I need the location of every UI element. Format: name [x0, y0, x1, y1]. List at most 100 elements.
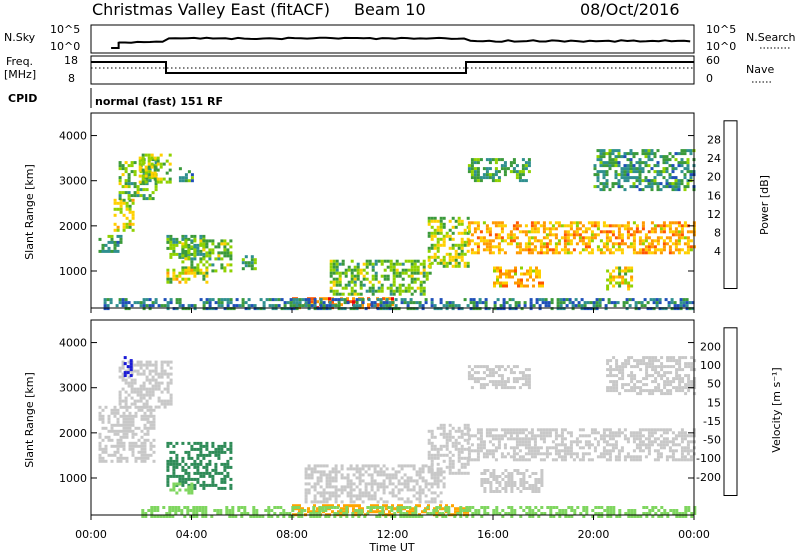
- heatmap-cell: [253, 307, 257, 311]
- heatmap-cell: [279, 512, 283, 515]
- heatmap-cell: [283, 301, 287, 305]
- heatmap-cell: [363, 515, 367, 518]
- heatmap-cell: [497, 383, 501, 387]
- heatmap-cell: [495, 512, 499, 515]
- heatmap-cell: [476, 242, 480, 246]
- heatmap-cell: [638, 158, 642, 162]
- heatmap-cell: [196, 263, 200, 267]
- heatmap-cell: [542, 440, 546, 444]
- heatmap-cell: [683, 176, 687, 180]
- heatmap-cell: [629, 158, 633, 162]
- heatmap-cell: [654, 371, 658, 375]
- heatmap-cell: [393, 515, 397, 518]
- heatmap-cell: [608, 167, 612, 171]
- heatmap-cell: [510, 515, 514, 518]
- heatmap-cell: [560, 431, 564, 435]
- heatmap-cell: [536, 446, 540, 450]
- heatmap-cell: [247, 304, 251, 308]
- heatmap-cell: [609, 506, 613, 509]
- heatmap-cell: [518, 455, 522, 459]
- heatmap-cell: [335, 280, 339, 284]
- heatmap-cell: [644, 446, 648, 450]
- heatmap-cell: [618, 365, 622, 369]
- heatmap-cell: [138, 165, 142, 169]
- heatmap-cell: [527, 383, 531, 387]
- heatmap-cell: [638, 236, 642, 240]
- heatmap-cell: [534, 472, 538, 475]
- heatmap-cell: [650, 185, 654, 189]
- heatmap-cell: [419, 286, 423, 290]
- heatmap-cell: [433, 246, 437, 250]
- heatmap-cell: [678, 389, 682, 393]
- heatmap-cell: [650, 230, 654, 234]
- heatmap-cell: [322, 504, 325, 508]
- heatmap-cell: [491, 455, 495, 459]
- heatmap-cell: [383, 268, 387, 272]
- heatmap-cell: [130, 182, 134, 186]
- heatmap-cell: [497, 221, 501, 225]
- heatmap-cell: [333, 506, 337, 509]
- heatmap-cell: [422, 259, 426, 263]
- heatmap-cell: [497, 251, 501, 255]
- heatmap-cell: [457, 447, 461, 451]
- heatmap-cell: [503, 434, 507, 438]
- heatmap-cell: [184, 245, 188, 249]
- heatmap-cell: [153, 171, 157, 175]
- heatmap-cell: [645, 356, 649, 360]
- heatmap-cell: [127, 185, 131, 189]
- heatmap-cell: [614, 155, 618, 159]
- heatmap-cell: [187, 266, 191, 270]
- heatmap-cell: [451, 264, 455, 268]
- heatmap-cell: [252, 512, 256, 515]
- heatmap-cell: [476, 224, 480, 228]
- heatmap-cell: [638, 455, 642, 459]
- heatmap-cell: [226, 471, 230, 475]
- heatmap-cell: [130, 378, 134, 382]
- heatmap-cell: [154, 182, 158, 186]
- heatmap-cell: [332, 265, 336, 269]
- heatmap-cell: [536, 227, 540, 231]
- heatmap-cell: [513, 469, 517, 472]
- heatmap-cell: [140, 459, 144, 463]
- heatmap-cell: [433, 491, 437, 495]
- heatmap-cell: [599, 170, 603, 174]
- heatmap-cell: [592, 304, 596, 308]
- heatmap-cell: [332, 277, 336, 281]
- heatmap-cell: [223, 239, 227, 243]
- heatmap-cell: [617, 149, 621, 153]
- heatmap-cell: [148, 369, 152, 373]
- heatmap-cell: [329, 265, 333, 269]
- heatmap-cell: [427, 470, 431, 474]
- heatmap-cell: [617, 164, 621, 168]
- heatmap-cell: [410, 277, 414, 281]
- heatmap-cell: [409, 488, 413, 492]
- heatmap-cell: [376, 473, 380, 477]
- heatmap-cell: [166, 307, 170, 311]
- heatmap-cell: [436, 261, 440, 265]
- heatmap-cell: [535, 275, 538, 279]
- heatmap-cell: [620, 176, 624, 180]
- heatmap-cell: [433, 435, 437, 439]
- heatmap-cell: [169, 450, 173, 454]
- heatmap-cell: [150, 509, 154, 512]
- heatmap-cell: [139, 301, 143, 305]
- heatmap-cell: [504, 490, 508, 493]
- heatmap-cell: [495, 475, 499, 478]
- heatmap-cell: [448, 261, 452, 265]
- heatmap-cell: [113, 222, 117, 226]
- heatmap-cell: [430, 453, 434, 457]
- heatmap-cell: [512, 170, 516, 174]
- heatmap-cell: [524, 452, 528, 456]
- heatmap-cell: [421, 491, 425, 495]
- heatmap-cell: [172, 237, 176, 241]
- heatmap-cell: [391, 473, 395, 477]
- heatmap-cell: [241, 267, 245, 271]
- heatmap-cell: [604, 304, 608, 308]
- heatmap-cell: [140, 444, 144, 448]
- heatmap-cell: [292, 504, 295, 508]
- heatmap-cell: [527, 158, 531, 162]
- heatmap-cell: [316, 507, 319, 511]
- heatmap-cell: [152, 426, 156, 430]
- heatmap-cell: [611, 230, 615, 234]
- heatmap-cell: [152, 408, 156, 412]
